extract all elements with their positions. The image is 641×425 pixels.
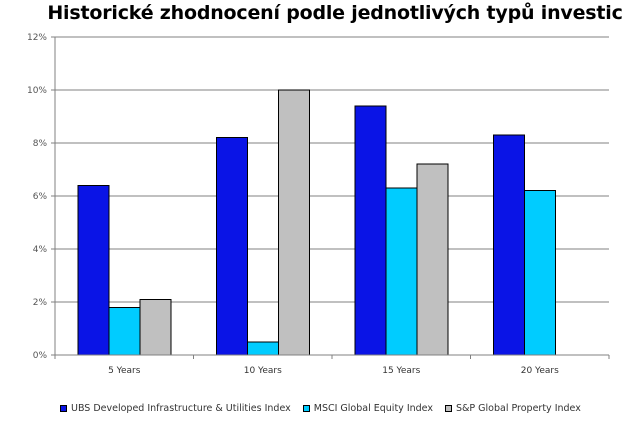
x-tick-label-0: 5 Years (108, 366, 141, 376)
bar-2-1 (385, 187, 418, 356)
bar-0-2 (139, 298, 172, 356)
bar-chart: 0% 2% 4% 6% 8% 10% 12% 5 Years 10 Years 15 Years 2… (27, 33, 610, 376)
legend-label-sp: S&P Global Property Index (455, 403, 581, 414)
legend-item-sp: S&P Global Property Index (444, 403, 581, 414)
bar-1-0 (215, 137, 248, 356)
x-tick-label-3: 20 Years (521, 366, 559, 376)
bar-0-0 (77, 184, 110, 356)
bar-3-0 (492, 134, 525, 356)
bar-0-1 (108, 306, 141, 356)
bar-3-1 (523, 190, 556, 356)
legend-swatch-ubs (60, 405, 67, 412)
chart-title: Historické zhodnocení podle jednotlivých… (47, 2, 623, 24)
legend: UBS Developed Infrastructure & Utilities… (60, 403, 593, 414)
legend-swatch-msci (302, 405, 310, 412)
x-tick-label-2: 15 Years (382, 366, 420, 376)
y-tick-label-0: 0% (33, 351, 48, 361)
bar-1-1 (246, 341, 279, 356)
legend-swatch-sp (444, 405, 452, 412)
bar-2-2 (416, 163, 449, 356)
legend-label-ubs: UBS Developed Infrastructure & Utilities… (71, 403, 291, 414)
y-tick-label-3: 6% (33, 192, 48, 202)
y-tick-label-1: 2% (33, 298, 48, 308)
bar-1-2 (277, 89, 310, 356)
y-tick-label-6: 12% (27, 33, 47, 43)
legend-item-ubs: UBS Developed Infrastructure & Utilities… (60, 403, 291, 414)
y-tick-label-5: 10% (27, 86, 47, 96)
legend-label-msci: MSCI Global Equity Index (313, 403, 433, 414)
y-tick-label-4: 8% (33, 139, 48, 149)
legend-item-msci: MSCI Global Equity Index (302, 403, 433, 414)
bar-2-0 (354, 105, 387, 356)
x-tick-label-1: 10 Years (244, 366, 282, 376)
y-tick-label-2: 4% (33, 245, 48, 255)
